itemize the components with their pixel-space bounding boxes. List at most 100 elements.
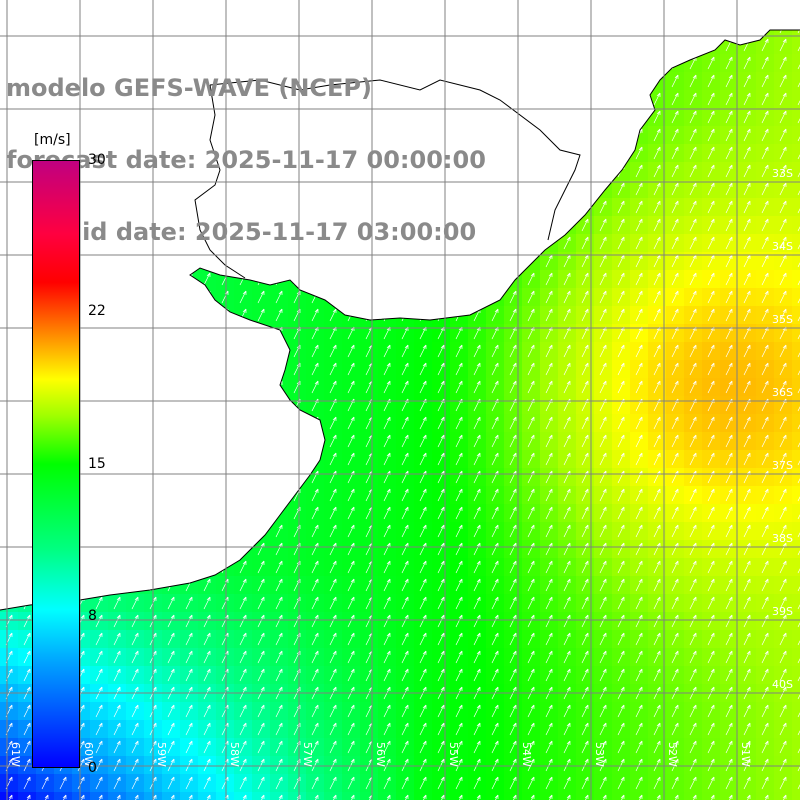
field-cell [432,558,451,577]
field-cell [468,594,487,613]
field-cell [90,792,109,800]
field-cell [0,702,19,721]
field-cell [774,252,793,271]
field-cell [666,288,685,307]
field-cell [720,396,739,415]
field-cell [630,774,649,793]
field-cell [540,468,559,487]
field-cell [774,72,793,91]
title-model: modelo GEFS-WAVE (NCEP) [6,74,372,102]
field-cell [270,306,289,325]
field-cell [648,738,667,757]
field-cell [378,414,397,433]
field-cell [738,270,757,289]
field-cell [756,792,775,800]
field-cell [774,540,793,559]
field-cell [126,792,145,800]
field-cell [234,576,253,595]
field-cell [774,702,793,721]
field-cell [792,288,800,307]
field-cell [396,702,415,721]
field-cell [486,324,505,343]
field-cell [306,360,325,379]
field-cell [162,720,181,739]
field-cell [486,504,505,523]
field-cell [108,630,127,649]
field-cell [630,342,649,361]
field-cell [378,576,397,595]
field-cell [36,774,55,793]
field-cell [396,540,415,559]
field-cell [774,432,793,451]
field-cell [504,576,523,595]
field-cell [90,702,109,721]
field-cell [720,594,739,613]
field-cell [414,630,433,649]
field-cell [648,180,667,199]
field-cell [180,792,199,800]
field-cell [666,468,685,487]
field-cell [342,666,361,685]
field-cell [738,594,757,613]
field-cell [540,324,559,343]
field-cell [468,702,487,721]
field-cell [450,450,469,469]
field-cell [378,540,397,559]
field-cell [720,630,739,649]
field-cell [450,558,469,577]
field-cell [612,450,631,469]
field-cell [450,342,469,361]
field-cell [486,612,505,631]
field-cell [378,558,397,577]
wind-arrow [761,56,769,70]
field-cell [522,270,541,289]
wind-arrow [761,92,769,106]
field-cell [738,342,757,361]
field-cell [792,576,800,595]
field-cell [684,630,703,649]
field-cell [630,612,649,631]
field-cell [396,504,415,523]
field-cell [774,594,793,613]
field-cell [378,486,397,505]
field-cell [432,378,451,397]
field-cell [126,702,145,721]
field-cell [306,792,325,800]
field-cell [450,630,469,649]
field-cell [702,198,721,217]
field-cell [432,522,451,541]
field-cell [756,522,775,541]
field-cell [522,378,541,397]
field-cell [270,612,289,631]
field-cell [270,540,289,559]
field-cell [396,324,415,343]
field-cell [612,630,631,649]
field-cell [378,612,397,631]
field-cell [414,522,433,541]
field-cell [360,450,379,469]
field-cell [756,126,775,145]
field-cell [630,270,649,289]
field-cell [594,396,613,415]
field-cell [90,774,109,793]
field-cell [36,792,55,800]
field-cell [630,450,649,469]
field-cell [414,468,433,487]
field-cell [180,720,199,739]
field-cell [648,162,667,181]
field-cell [0,792,19,800]
field-cell [702,558,721,577]
field-cell [720,162,739,181]
field-cell [666,522,685,541]
field-cell [306,630,325,649]
field-cell [522,450,541,469]
field-cell [684,342,703,361]
field-cell [738,126,757,145]
field-cell [594,612,613,631]
field-cell [360,468,379,487]
field-cell [792,306,800,325]
field-cell [630,234,649,253]
field-cell [630,360,649,379]
field-cell [684,576,703,595]
field-cell [702,72,721,91]
